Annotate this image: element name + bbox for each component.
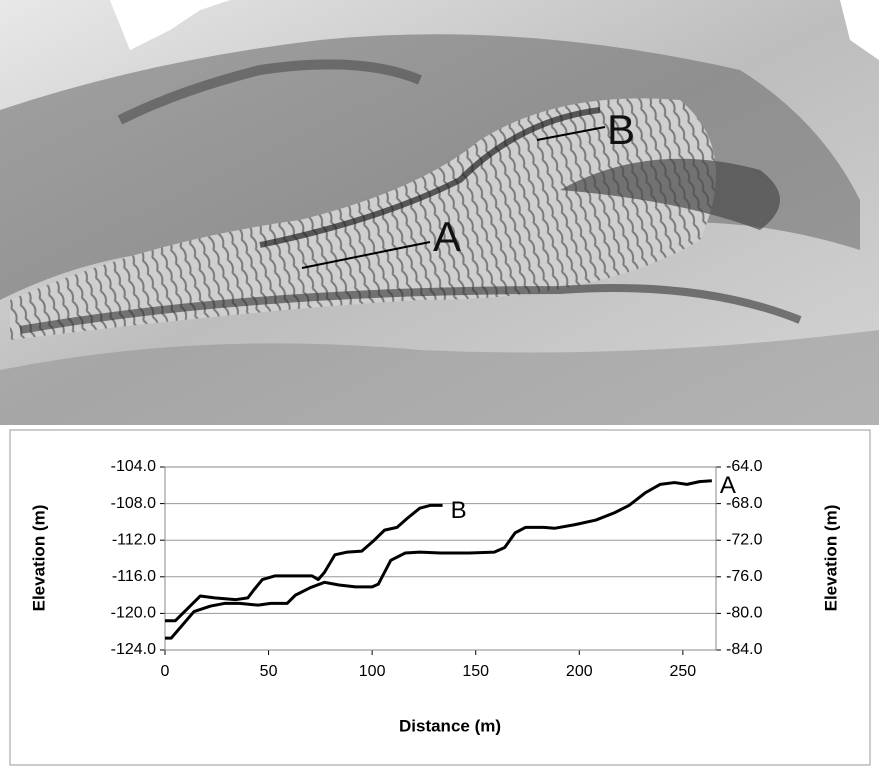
y2-tick-label: -64.0 <box>726 458 763 475</box>
chart-frame <box>9 429 871 766</box>
x-tick-label: 0 <box>161 663 170 680</box>
plot-border <box>164 466 717 651</box>
series-label: A <box>720 472 736 499</box>
map-label: B <box>607 106 635 153</box>
x-axis-title: Distance (m) <box>399 716 501 735</box>
y-tick-label: -108.0 <box>111 495 156 512</box>
y2-tick-label: -68.0 <box>726 495 763 512</box>
y-tick-label: -104.0 <box>111 458 156 475</box>
x-tick-label: 100 <box>359 663 386 680</box>
y-tick-label: -116.0 <box>112 568 156 585</box>
y2-tick-label: -80.0 <box>726 605 763 622</box>
series-line <box>165 479 712 640</box>
x-tick-label: 250 <box>670 663 697 680</box>
y-axis-title: Elevation (m) <box>29 505 48 612</box>
y-tick-label: -124.0 <box>111 641 156 658</box>
x-tick-label: 50 <box>260 663 278 680</box>
y2-tick-label: -76.0 <box>726 568 763 585</box>
map-label: A <box>433 213 461 260</box>
y2-tick-label: -72.0 <box>726 531 763 548</box>
series-line <box>165 503 443 623</box>
y2-axis-title: Elevation (m) <box>821 505 840 612</box>
y-tick-label: -120.0 <box>111 605 156 622</box>
x-tick-label: 200 <box>566 663 593 680</box>
y-tick-label: -112.0 <box>112 531 156 548</box>
x-tick-label: 150 <box>462 663 489 680</box>
series-label: B <box>451 497 467 524</box>
map-image: A B <box>0 0 879 425</box>
y2-tick-label: -84.0 <box>726 641 763 658</box>
